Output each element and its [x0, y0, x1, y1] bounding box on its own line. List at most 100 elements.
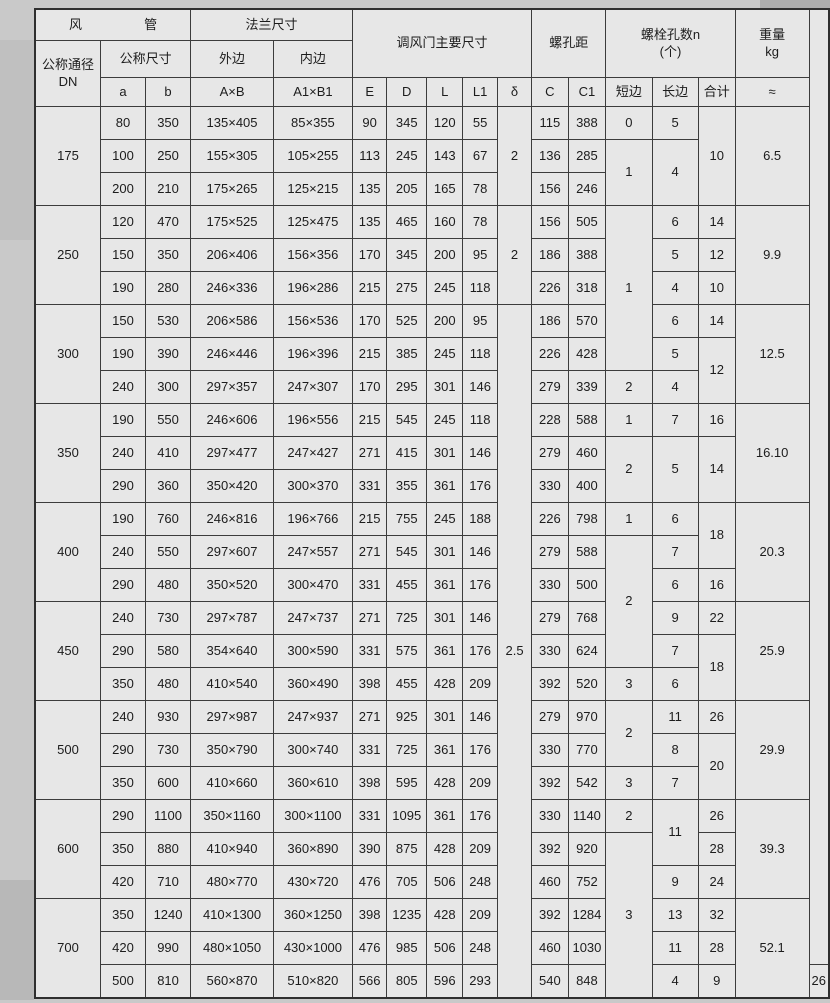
cell-c1: 768	[567, 601, 607, 635]
header-col-short: 短边	[605, 77, 653, 107]
cell-c1: 400	[567, 469, 607, 503]
cell-c: 279	[531, 370, 569, 404]
cell-d: 595	[386, 766, 428, 800]
cell-tot: 12	[697, 238, 736, 272]
cell-axb: 246×336	[190, 271, 274, 305]
cell-b: 350	[144, 106, 192, 140]
cell-l: 200	[426, 304, 464, 338]
cell-c: 392	[531, 766, 569, 800]
cell-l: 200	[426, 238, 464, 272]
cell-e: 90	[351, 106, 388, 140]
cell-c: 279	[531, 601, 569, 635]
cell-e: 215	[351, 403, 388, 437]
cell-axb: 354×640	[190, 634, 274, 668]
cell-c: 156	[531, 172, 569, 206]
cell-c: 279	[531, 700, 569, 734]
cell-b: 1240	[144, 898, 192, 932]
cell-b: 300	[144, 370, 192, 404]
cell-axb: 206×586	[190, 304, 274, 338]
header-col-c: C	[531, 77, 569, 107]
cell-d: 985	[386, 931, 428, 965]
cell-a1b1: 196×396	[272, 337, 353, 371]
cell-c1: 570	[567, 304, 607, 338]
cell-e: 113	[351, 139, 388, 173]
cell-a: 190	[100, 337, 146, 371]
cell-e: 398	[351, 667, 388, 701]
cell-l: 361	[426, 634, 464, 668]
cell-a: 350	[100, 832, 146, 866]
cell-a: 350	[100, 667, 146, 701]
cell-d: 355	[386, 469, 428, 503]
cell-l: 165	[426, 172, 464, 206]
cell-c1: 752	[567, 865, 607, 899]
cell-e: 271	[351, 436, 388, 470]
cell-c: 228	[531, 403, 569, 437]
cell-b: 350	[144, 238, 192, 272]
cell-a1b1: 300×370	[272, 469, 353, 503]
header-col-a1b1: A1×B1	[272, 77, 353, 107]
cell-l: 245	[426, 337, 464, 371]
cell-a1b1: 196×556	[272, 403, 353, 437]
cell-lg: 9	[651, 865, 699, 899]
header-outer-edge: 外边	[190, 40, 274, 78]
cell-a: 240	[100, 700, 146, 734]
scan-artifact	[0, 880, 34, 1000]
header-col-delta: δ	[496, 77, 533, 107]
cell-s: 2	[605, 799, 653, 833]
cell-c1: 920	[567, 832, 607, 866]
cell-l1: 146	[462, 370, 498, 404]
cell-s: 4	[651, 964, 699, 999]
cell-e: 135	[351, 172, 388, 206]
cell-axb: 297×987	[190, 700, 274, 734]
table-row: 290 580 354×640 300×590 331 575 361 176 330 624 7 1…	[35, 634, 829, 701]
cell-a: 350	[100, 898, 146, 932]
cell-c1: 770	[567, 733, 607, 767]
table-row: 420 990 480×1050 430×1000 476 985 506 248 460 103…	[35, 931, 829, 965]
cell-a1b1: 300×470	[272, 568, 353, 602]
cell-c: 279	[531, 535, 569, 569]
cell-l: 428	[426, 898, 464, 932]
cell-weight: 12.5	[734, 304, 810, 404]
cell-l: 361	[426, 733, 464, 767]
cell-tot: 14	[697, 436, 736, 503]
table-row: 600 290 1100 350×1160 300×1100 331 1095 361 176 3…	[34, 799, 829, 899]
cell-c1: 505	[567, 205, 607, 239]
cell-a1b1: 300×590	[272, 634, 353, 668]
cell-weight: 29.9	[734, 700, 810, 800]
cell-d: 1095	[386, 799, 428, 833]
cell-l1: 78	[462, 205, 498, 239]
cell-c1: 1284	[567, 898, 607, 932]
header-weight: 重量 kg	[734, 8, 810, 78]
cell-e: 476	[351, 865, 388, 899]
cell-l: 301	[426, 535, 464, 569]
cell-s: 1	[605, 139, 653, 206]
cell-e: 215	[351, 271, 388, 305]
cell-c: 115	[531, 106, 569, 140]
cell-tot: 22	[697, 601, 736, 635]
cell-d: 875	[386, 832, 428, 866]
header-dn-line1: 公称通径	[42, 57, 95, 73]
table-row: 500 810 560×870 510×820 566 805 596 293 540 848 4 9…	[35, 964, 830, 999]
cell-c: 330	[531, 568, 569, 602]
cell-l: 428	[426, 667, 464, 701]
cell-a: 500	[100, 964, 146, 999]
cell-lg: 9	[651, 601, 699, 635]
cell-l: 245	[426, 502, 464, 536]
table-row: 290 360 350×420 300×370 331 355 361 176 330 400	[35, 469, 829, 503]
cell-weight: 52.1	[734, 898, 810, 999]
cell-d: 705	[386, 865, 428, 899]
table-row: 290 730 350×790 300×740 331 725 361 176 330 770 8 2…	[35, 733, 829, 800]
cell-tot: 28	[697, 931, 736, 965]
cell-a: 240	[100, 535, 146, 569]
cell-a: 150	[100, 304, 146, 338]
cell-a: 240	[100, 370, 146, 404]
cell-d: 275	[386, 271, 428, 305]
header-duct: 风 管	[34, 8, 192, 41]
cell-axb: 560×870	[190, 964, 274, 999]
cell-c1: 460	[567, 436, 607, 470]
cell-b: 730	[144, 733, 192, 767]
cell-axb: 246×446	[190, 337, 274, 371]
cell-b: 410	[144, 436, 192, 470]
cell-a1b1: 360×890	[272, 832, 353, 866]
cell-b: 600	[144, 766, 192, 800]
